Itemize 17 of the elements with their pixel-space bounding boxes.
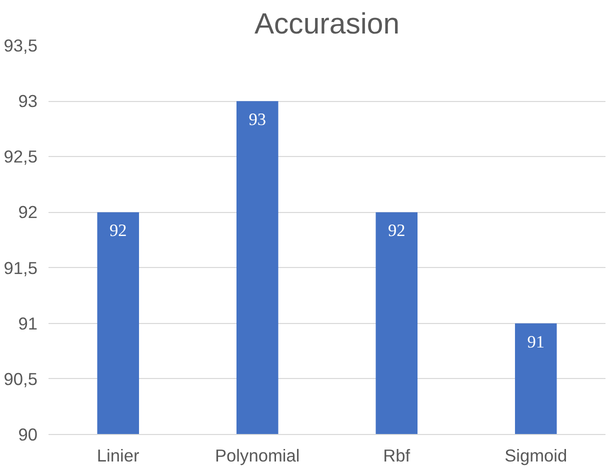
y-tick-label: 93 <box>18 91 38 112</box>
data-label: 93 <box>248 110 266 130</box>
y-tick-label: 92,5 <box>4 146 38 167</box>
y-tick-label: 90 <box>18 424 38 444</box>
y-tick-label: 91 <box>18 313 38 334</box>
y-tick-label: 91,5 <box>4 258 38 278</box>
chart-title: Accurasion <box>254 8 400 40</box>
data-label: 92 <box>109 221 127 240</box>
x-tick-label: Polynomial <box>215 446 300 466</box>
data-label: 91 <box>527 332 545 352</box>
y-tick-label: 92 <box>18 202 38 222</box>
x-tick-label: Rbf <box>383 446 410 466</box>
x-tick-label: Linier <box>96 446 140 466</box>
y-tick-label: 93,5 <box>4 36 38 56</box>
x-tick-label: Sigmoid <box>504 446 568 466</box>
y-tick-label: 90,5 <box>4 368 38 389</box>
data-label: 92 <box>388 221 406 240</box>
